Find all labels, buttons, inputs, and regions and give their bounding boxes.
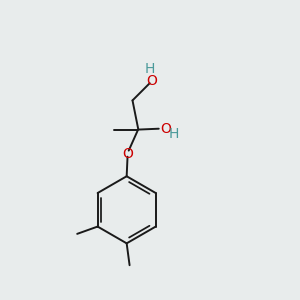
Text: O: O — [160, 122, 171, 136]
Text: H: H — [145, 62, 155, 76]
Text: H: H — [168, 127, 179, 141]
Text: O: O — [123, 147, 134, 161]
Text: O: O — [146, 74, 157, 88]
